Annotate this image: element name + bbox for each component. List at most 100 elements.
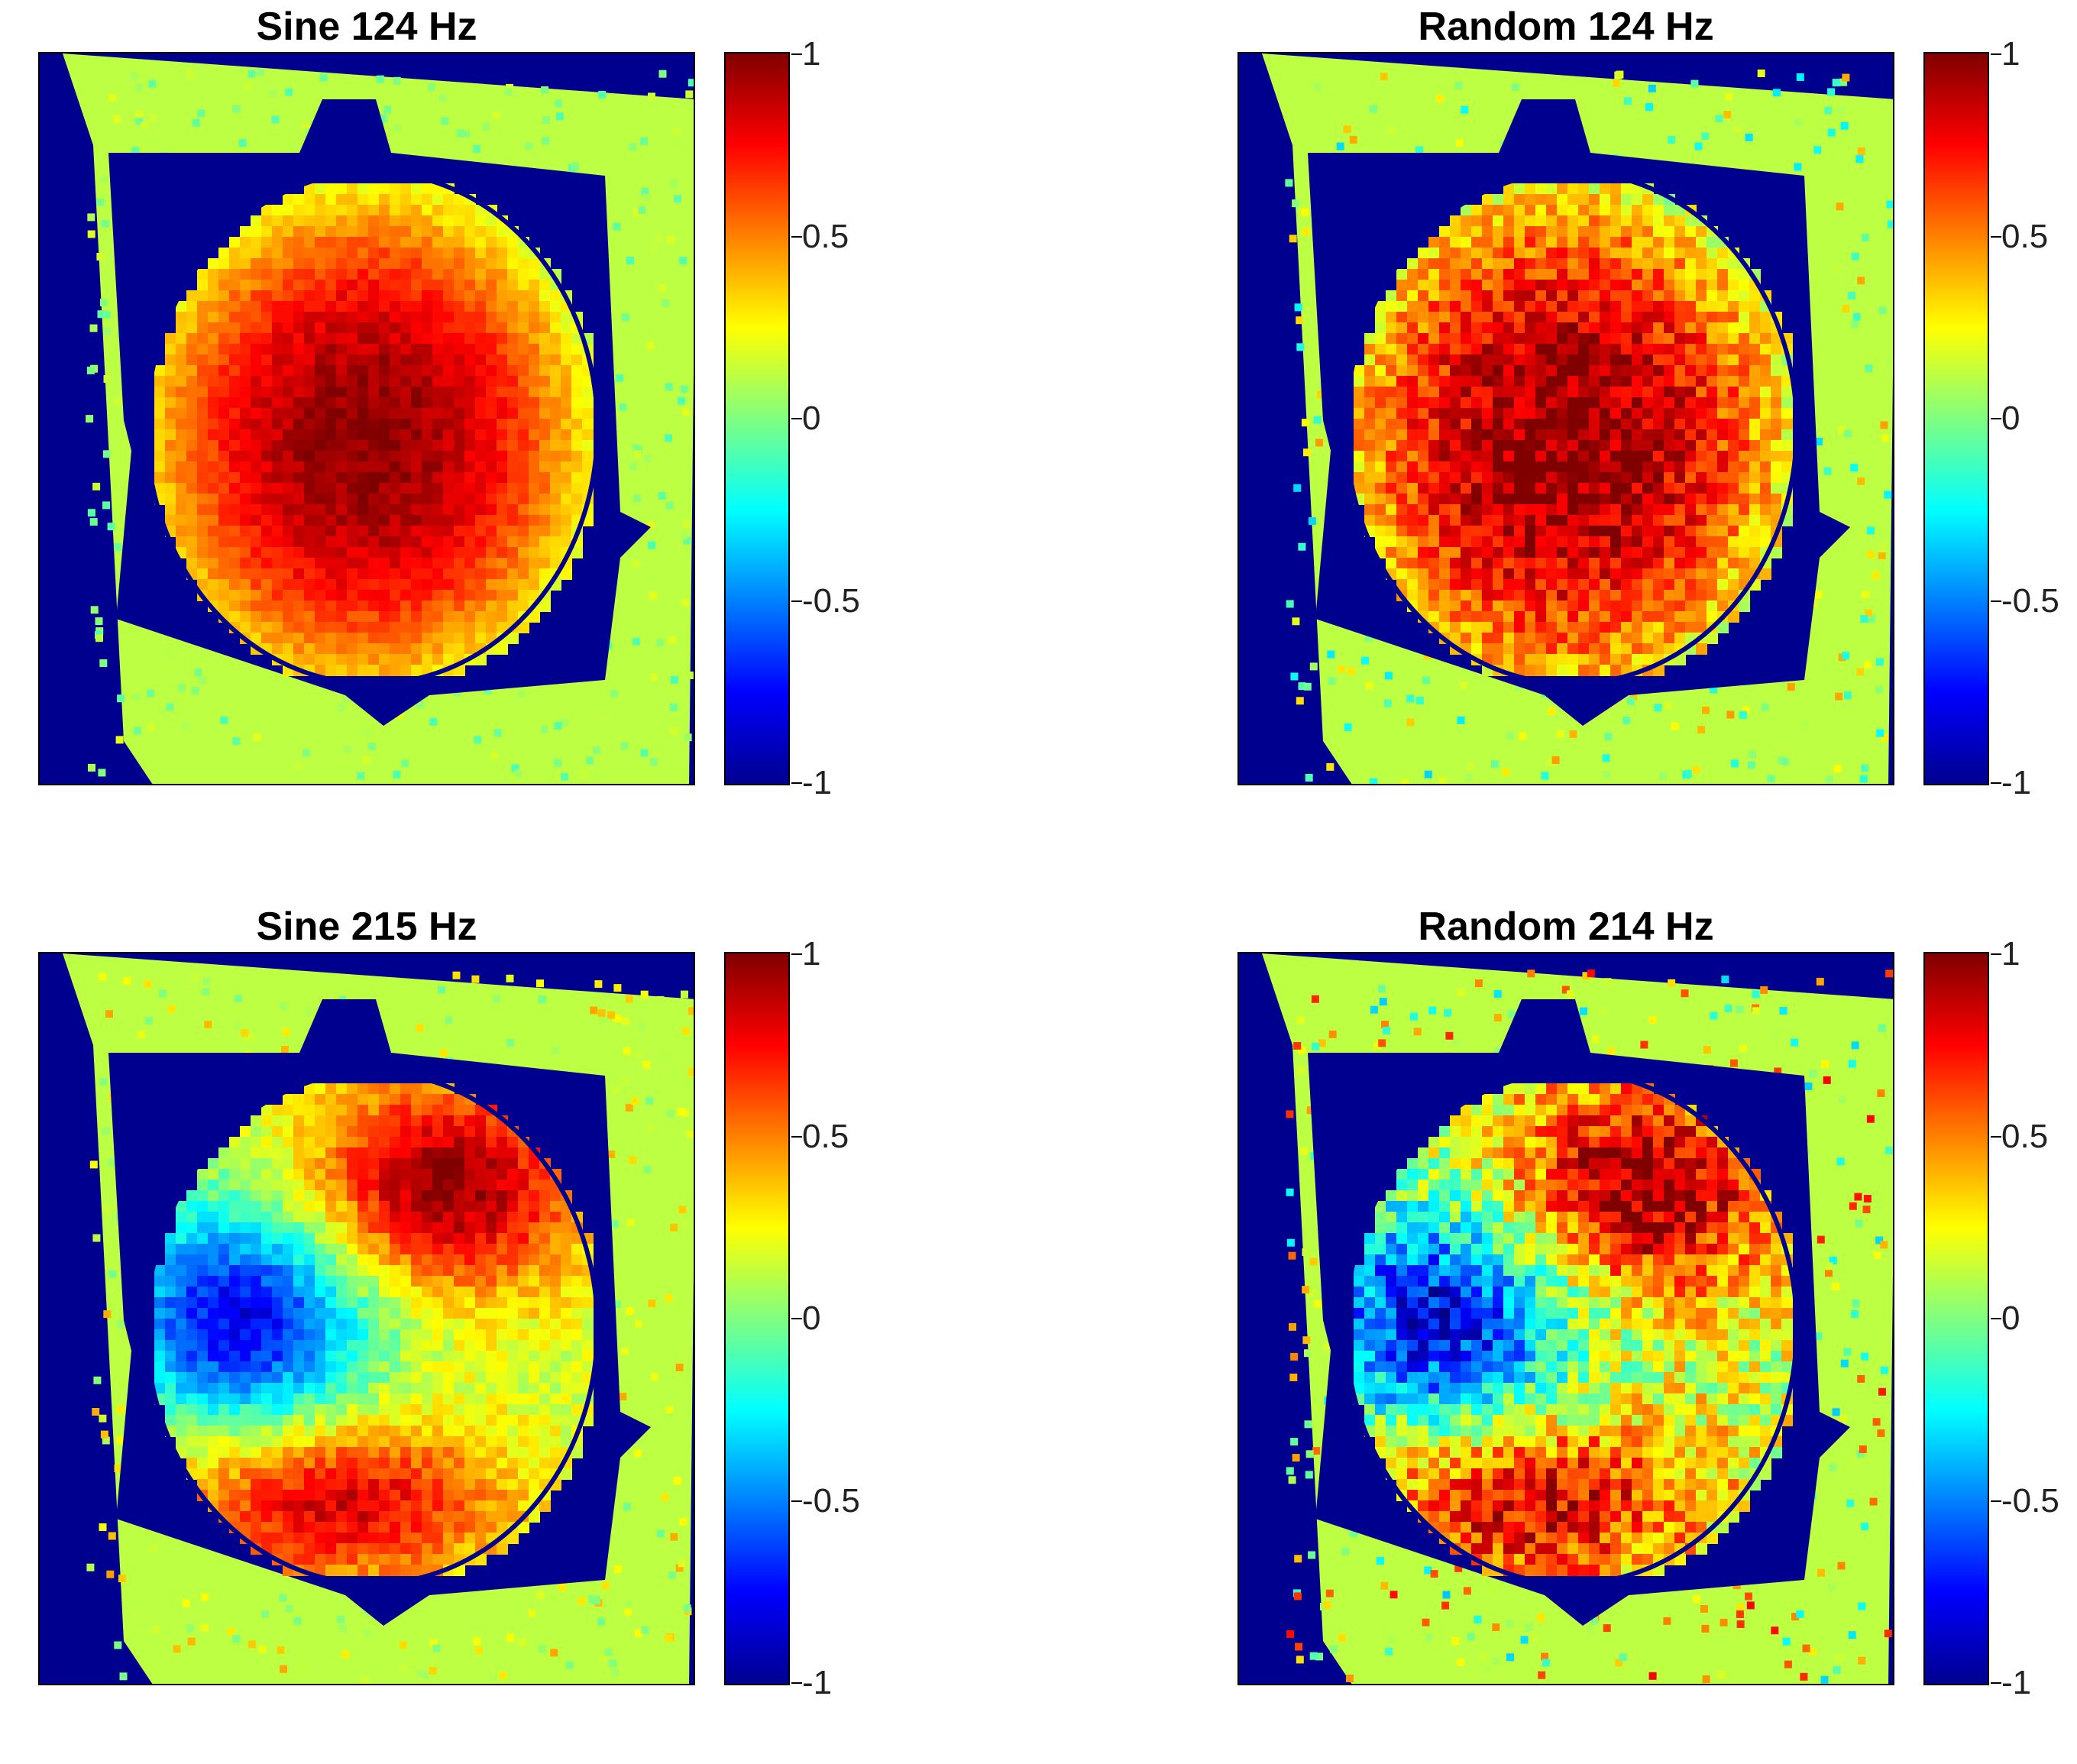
frame-noise-cell — [325, 690, 333, 698]
membrane-cell — [368, 387, 380, 398]
membrane-cell — [1567, 269, 1579, 280]
membrane-cell — [1610, 183, 1622, 195]
membrane-cell — [507, 419, 519, 430]
frame-noise-cell — [514, 769, 522, 778]
membrane-cell — [1760, 408, 1771, 419]
membrane-cell — [357, 1169, 369, 1180]
membrane-cell — [357, 322, 369, 334]
membrane-cell — [293, 354, 305, 366]
membrane-cell — [454, 558, 465, 569]
membrane-cell — [368, 376, 380, 387]
membrane-cell — [454, 194, 465, 206]
membrane-cell — [347, 333, 358, 345]
membrane-cell — [261, 611, 273, 623]
membrane-cell — [336, 387, 348, 398]
membrane-cell — [1739, 344, 1750, 355]
membrane-cell — [1707, 280, 1718, 291]
frame-noise-cell — [357, 1676, 365, 1684]
frame-noise-cell — [1851, 252, 1859, 261]
membrane-cell — [379, 547, 390, 558]
frame-noise-cell — [114, 542, 122, 551]
membrane-cell — [454, 301, 465, 312]
membrane-cell — [229, 387, 241, 398]
membrane-cell — [1717, 312, 1729, 323]
membrane-cell — [1653, 494, 1665, 505]
membrane-cell — [432, 1137, 444, 1148]
membrane-cell — [497, 354, 508, 366]
membrane-cell — [390, 269, 401, 280]
membrane-cell — [1386, 547, 1397, 558]
membrane-cell — [390, 1158, 401, 1170]
membrane-cell — [1364, 440, 1376, 452]
membrane-cell — [1514, 504, 1525, 516]
membrane-cell — [261, 515, 273, 526]
frame-noise-cell — [429, 1666, 437, 1675]
membrane-cell — [304, 1169, 315, 1180]
membrane-cell — [347, 312, 358, 323]
membrane-cell — [1760, 568, 1771, 580]
membrane-cell — [1717, 547, 1729, 558]
membrane-cell — [229, 301, 241, 312]
membrane-cell — [464, 387, 476, 398]
frame-noise-cell — [232, 737, 241, 746]
membrane-cell — [325, 504, 337, 516]
membrane-cell — [1418, 290, 1429, 302]
membrane-cell — [336, 558, 348, 569]
membrane-cell — [475, 258, 487, 270]
membrane-cell — [1653, 215, 1665, 227]
membrane-cell — [283, 472, 294, 484]
membrane-cell — [507, 515, 519, 526]
frame-noise-cell — [186, 1624, 195, 1633]
membrane-cell — [422, 376, 433, 387]
frame-noise-cell — [629, 1156, 637, 1164]
membrane-cell — [507, 472, 519, 484]
membrane-cell — [1418, 333, 1429, 345]
membrane-cell — [240, 440, 251, 452]
membrane-cell — [1450, 269, 1461, 280]
frame-noise-cell — [629, 143, 637, 151]
frame-noise-cell — [542, 116, 551, 124]
membrane-cell — [422, 408, 433, 419]
membrane-cell — [240, 419, 251, 430]
membrane-cell — [357, 387, 369, 398]
membrane-cell — [1493, 579, 1504, 591]
membrane-cell — [379, 269, 390, 280]
membrane-cell — [1600, 258, 1611, 270]
membrane-cell — [1653, 322, 1665, 334]
membrane-cell — [561, 387, 572, 398]
membrane-cell — [1781, 397, 1793, 409]
membrane-cell — [1728, 419, 1739, 430]
membrane-cell — [165, 440, 176, 452]
membrane-cell — [475, 408, 487, 419]
membrane-cell — [347, 665, 358, 676]
membrane-cell — [539, 494, 551, 505]
membrane-cell — [283, 579, 294, 591]
membrane-cell — [293, 600, 305, 612]
membrane-cell — [400, 376, 412, 387]
membrane-cell — [1749, 301, 1761, 312]
membrane-cell — [1525, 226, 1536, 238]
membrane-cell — [379, 590, 390, 601]
membrane-cell — [1621, 504, 1632, 516]
frame-noise-cell — [599, 1015, 607, 1023]
membrane-cell — [272, 269, 283, 280]
membrane-cell — [251, 504, 262, 516]
membrane-cell — [293, 1147, 305, 1159]
membrane-cell — [1493, 461, 1504, 473]
frame-noise-cell — [86, 366, 95, 374]
membrane-cell — [464, 408, 476, 419]
membrane-cell — [1642, 290, 1654, 302]
membrane-cell — [1493, 643, 1504, 655]
membrane-cell — [1514, 419, 1525, 430]
frame-noise-cell — [108, 1532, 116, 1540]
colorbar-tick — [791, 236, 802, 238]
colorbar — [1923, 52, 1989, 785]
membrane-cell — [1642, 397, 1654, 409]
membrane-cell — [1396, 312, 1408, 323]
membrane-cell — [1514, 547, 1525, 558]
membrane-cell — [1525, 248, 1536, 259]
membrane-cell — [1535, 504, 1547, 516]
membrane-cell — [561, 354, 572, 366]
membrane-cell — [357, 451, 369, 462]
membrane-cell — [550, 344, 561, 355]
